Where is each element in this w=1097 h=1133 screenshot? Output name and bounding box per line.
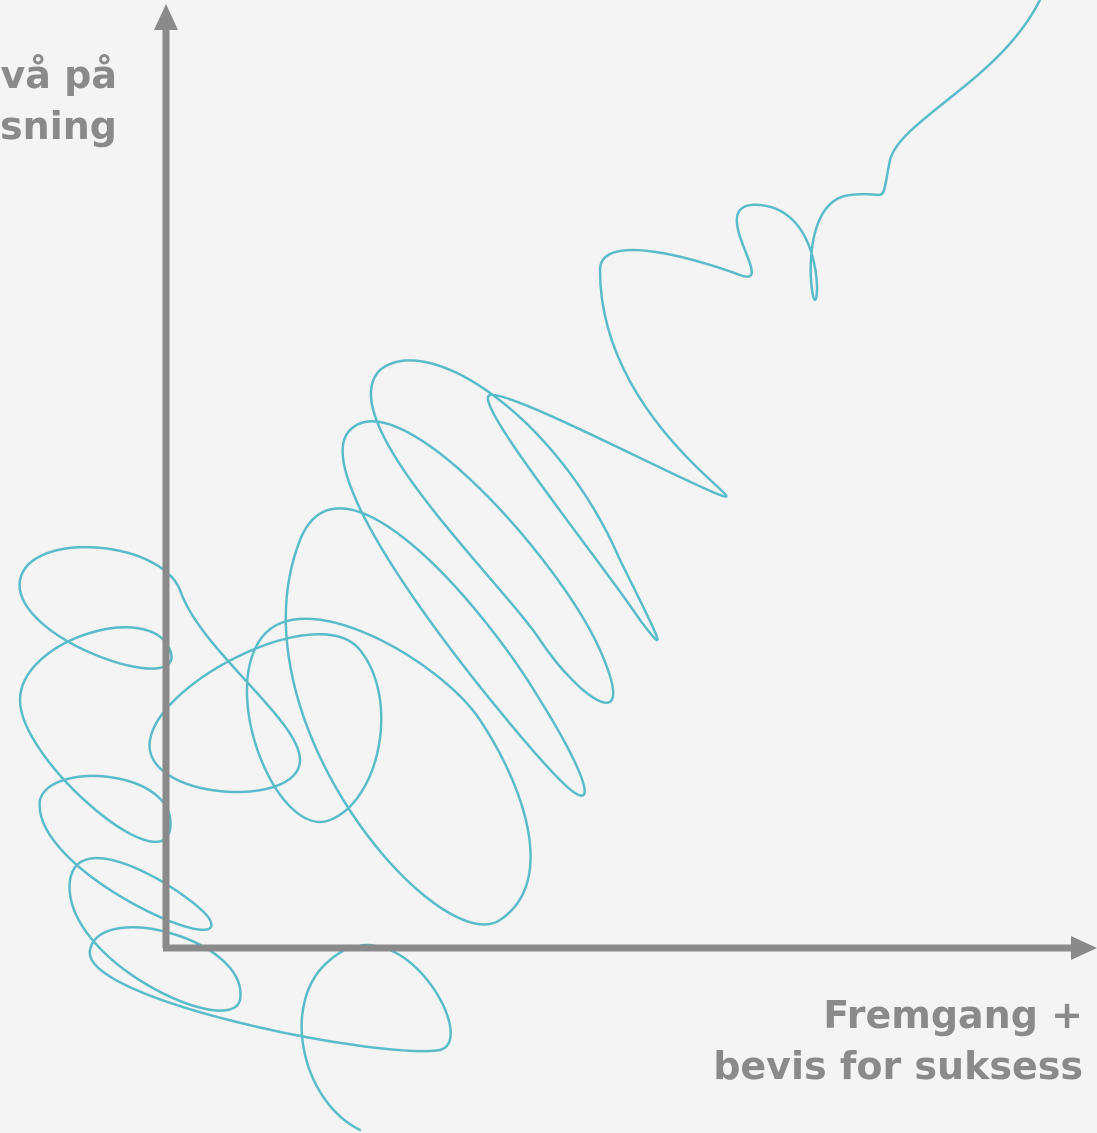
y-axis-arrow [154, 4, 178, 30]
x-axis-label: bevis for suksess [713, 1044, 1083, 1088]
y-axis-label: øsning [0, 104, 117, 148]
x-axis-label: Fremgang + [823, 993, 1083, 1037]
y-axis-label: ivå på [0, 53, 117, 97]
scribble [18, 0, 1042, 1132]
x-axis-arrow [1071, 936, 1097, 960]
